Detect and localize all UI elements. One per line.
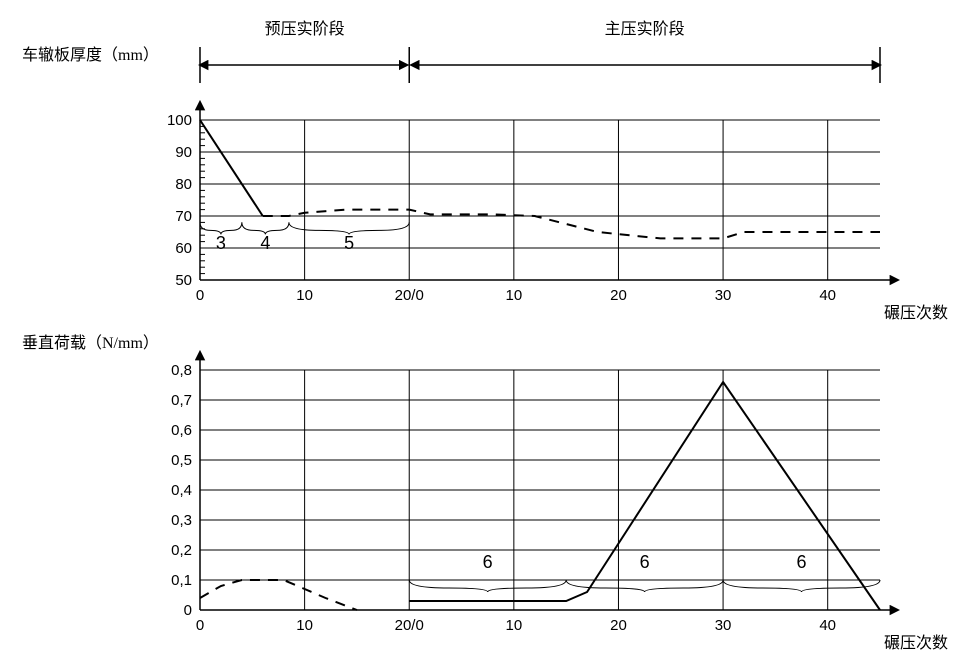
chart2-annotation: 6	[797, 552, 807, 572]
chart2-line-dash	[200, 580, 357, 610]
chart2-xtick: 20	[610, 617, 627, 634]
chart1-xtick: 20	[610, 287, 627, 304]
chart2-ytick: 0,4	[171, 482, 192, 499]
chart1-ytick: 60	[175, 240, 192, 257]
phase-main-label: 主压实阶段	[605, 20, 685, 38]
chart1-annotation: 5	[344, 233, 354, 253]
chart1-xtick: 0	[196, 287, 204, 304]
phase-pre-label: 预压实阶段	[265, 20, 345, 38]
chart2-xtick: 0	[196, 617, 204, 634]
chart2-brace	[723, 580, 880, 592]
chart1-annotation: 3	[216, 233, 226, 253]
chart1-ytick: 100	[167, 112, 192, 129]
chart2-xtick: 30	[715, 617, 732, 634]
chart2-ytick: 0,5	[171, 452, 192, 469]
chart2-ytick: 0,1	[171, 572, 192, 589]
chart1-x-label: 碾压次数	[884, 304, 948, 322]
chart2-ytick: 0,6	[171, 422, 192, 439]
chart1-ytick: 90	[175, 144, 192, 161]
chart2-ytick: 0,8	[171, 362, 192, 379]
chart1-line-dash	[263, 210, 880, 239]
chart2-xtick: 10	[506, 617, 523, 634]
chart2-annotation: 6	[483, 552, 493, 572]
chart2-ytick: 0,2	[171, 542, 192, 559]
chart1-ytick: 50	[175, 272, 192, 289]
chart2-ytick: 0,7	[171, 392, 192, 409]
chart2-annotation: 6	[640, 552, 650, 572]
chart2-x-label: 碾压次数	[884, 634, 948, 652]
chart2-xtick: 10	[296, 617, 313, 634]
chart1-xtick: 40	[819, 287, 836, 304]
chart1-y-label: 车辙板厚度（mm）	[22, 46, 159, 64]
chart1-annotation: 4	[260, 233, 270, 253]
chart2-ytick: 0,3	[171, 512, 192, 529]
figure: 预压实阶段主压实阶段506070809010001020/01020304034…	[0, 0, 979, 663]
chart2-y-label: 垂直荷载（N/mm）	[22, 334, 159, 352]
chart2-xtick: 40	[819, 617, 836, 634]
chart1-xtick: 10	[506, 287, 523, 304]
chart1-xtick: 10	[296, 287, 313, 304]
chart2-brace	[409, 580, 566, 592]
chart2-line-solid	[409, 382, 880, 610]
chart1-ytick: 70	[175, 208, 192, 225]
chart2-brace	[566, 580, 723, 592]
chart2-ytick: 0	[184, 602, 192, 619]
chart2-xtick: 20/0	[395, 617, 424, 634]
chart1-xtick: 20/0	[395, 287, 424, 304]
chart1-ytick: 80	[175, 176, 192, 193]
chart1-xtick: 30	[715, 287, 732, 304]
chart1-line-solid	[200, 120, 263, 216]
